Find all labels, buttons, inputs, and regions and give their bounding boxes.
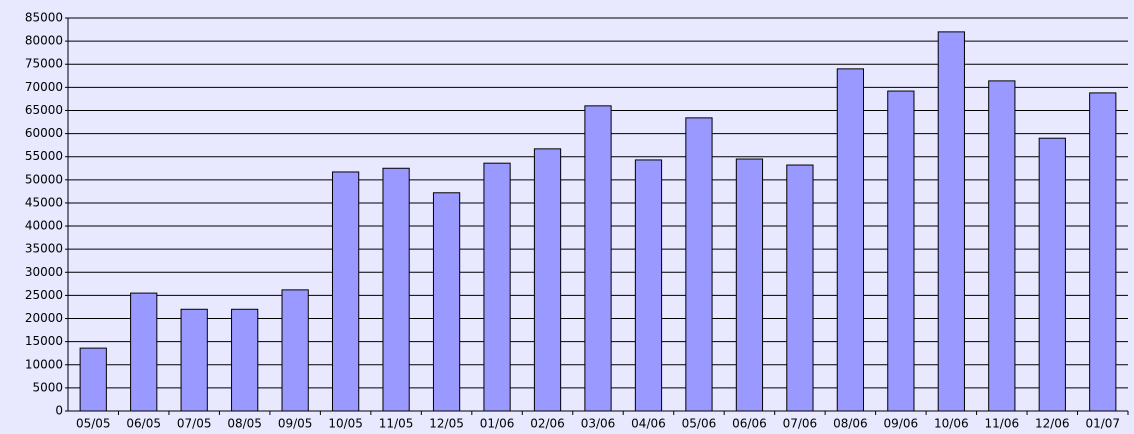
bar [180,308,208,412]
y-tick-label: 45000 [25,195,63,209]
x-tick-label: 11/05 [379,417,414,431]
bar [382,167,410,412]
x-tick-label: 09/05 [278,417,313,431]
bar [231,308,259,412]
x-tick-label: 05/05 [76,417,111,431]
bar [1089,92,1117,412]
x-tick-label: 12/05 [429,417,464,431]
x-tick-label: 11/06 [985,417,1020,431]
bar [584,105,612,412]
y-tick-label: 20000 [25,311,63,325]
x-tick-label: 01/06 [480,417,515,431]
x-tick-label: 12/06 [1035,417,1070,431]
y-tick-label: 25000 [25,288,63,302]
bar [988,80,1016,412]
x-tick-label: 04/06 [631,417,666,431]
y-tick-label: 5000 [32,380,63,394]
bar [130,292,158,412]
bar [836,68,865,412]
y-tick-label: 15000 [25,334,63,348]
bar [887,90,915,412]
y-tick-label: 70000 [25,80,63,94]
x-tick-label: 05/06 [682,417,717,431]
y-tick-label: 65000 [25,103,63,117]
bar [685,117,713,412]
bar [634,159,663,412]
bar [937,31,965,412]
x-tick-label: 09/06 [884,417,919,431]
y-tick-label: 35000 [25,242,63,256]
bar [331,171,360,412]
y-tick-label: 50000 [25,172,63,186]
x-tick-label: 08/06 [833,417,868,431]
bar [281,289,309,412]
y-tick-label: 10000 [25,357,63,371]
bar [1038,137,1066,412]
x-tick-label: 01/07 [1085,417,1120,431]
x-tick-label: 10/06 [934,417,969,431]
y-tick-label: 0 [55,404,63,418]
y-tick-label: 75000 [25,57,63,71]
bar [432,192,461,412]
x-tick-label: 08/05 [227,417,262,431]
bar [533,148,562,412]
bar [786,164,814,412]
x-tick-label: 07/05 [177,417,212,431]
bar [735,158,764,412]
x-tick-label: 03/06 [581,417,616,431]
y-tick-label: 40000 [25,219,63,233]
y-tick-label: 60000 [25,126,63,140]
y-tick-label: 85000 [25,11,63,25]
bar [483,162,511,412]
x-tick-label: 06/06 [732,417,767,431]
y-tick-label: 30000 [25,265,63,279]
y-tick-label: 55000 [25,149,63,163]
x-tick-label: 06/05 [126,417,161,431]
y-tick-label: 80000 [25,34,63,48]
x-tick-label: 10/05 [328,417,363,431]
bar [79,347,107,412]
x-tick-label: 02/06 [530,417,565,431]
x-tick-label: 07/06 [783,417,818,431]
